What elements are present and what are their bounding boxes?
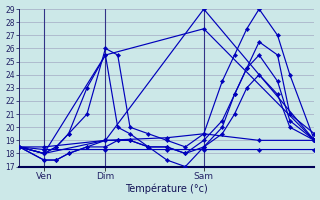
X-axis label: Température (°c): Température (°c) [125, 184, 208, 194]
